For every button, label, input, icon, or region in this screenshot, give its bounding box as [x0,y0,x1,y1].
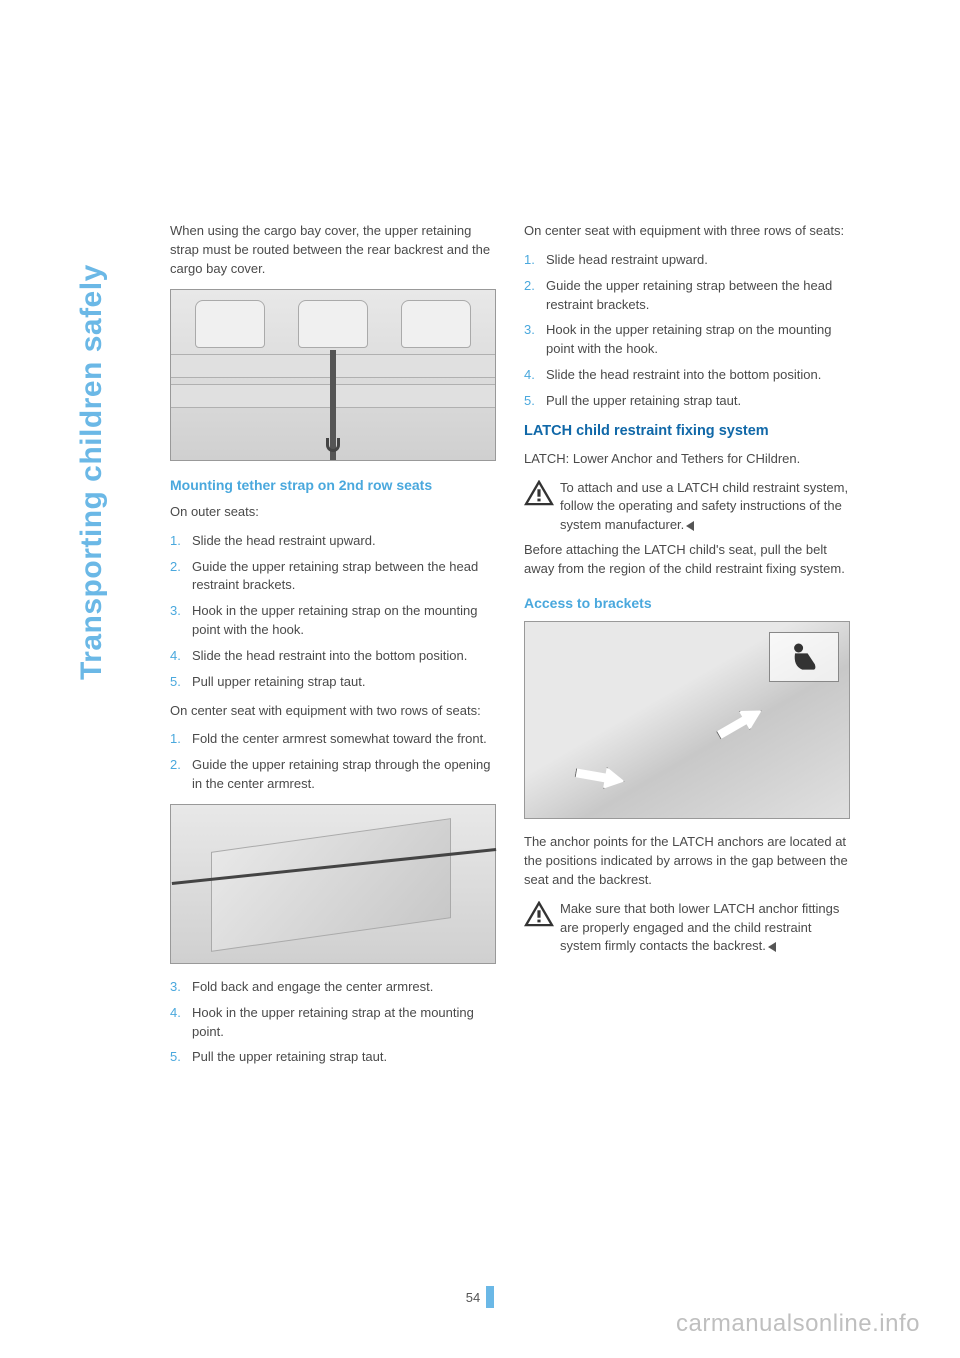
step-text: Pull the upper retaining strap taut. [192,1048,496,1067]
figure-center-armrest [170,804,496,964]
step-number: 5. [170,1048,192,1067]
step-number: 4. [170,1004,192,1042]
warning-block: Make sure that both lower LATCH anchor f… [524,900,850,957]
step-number: 3. [524,321,546,359]
step-text: Fold the center armrest somewhat toward … [192,730,496,749]
watermark: carmanualsonline.info [676,1310,920,1338]
warning-text-content: Make sure that both lower LATCH anchor f… [560,901,839,954]
section-title-vertical: Transporting children safely [75,264,109,680]
center-two-rows-label: On center seat with equipment with two r… [170,702,496,721]
child-seat-badge [769,632,839,682]
figure-latch-anchors [524,621,850,819]
warning-text: Make sure that both lower LATCH anchor f… [560,900,850,957]
headrest-shape [401,300,471,348]
child-seat-icon [786,639,822,675]
list-item: 2.Guide the upper retaining strap betwee… [170,558,496,596]
step-text: Guide the upper retaining strap through … [192,756,496,794]
center-three-rows-label: On center seat with equipment with three… [524,222,850,241]
step-text: Pull upper retaining strap taut. [192,673,496,692]
warning-text: To attach and use a LATCH child restrain… [560,479,850,536]
list-item: 4.Hook in the upper retaining strap at t… [170,1004,496,1042]
list-item: 3.Fold back and engage the center armres… [170,978,496,997]
outer-steps-list: 1.Slide the head restraint upward. 2.Gui… [170,532,496,692]
step-number: 5. [524,392,546,411]
anchor-description: The anchor points for the LATCH anchors … [524,833,850,890]
step-number: 1. [524,251,546,270]
step-number: 1. [170,730,192,749]
step-text: Pull the upper retaining strap taut. [546,392,850,411]
step-number: 4. [524,366,546,385]
list-item: 5.Pull upper retaining strap taut. [170,673,496,692]
step-text: Hook in the upper retaining strap on the… [192,602,496,640]
warning-block: To attach and use a LATCH child restrain… [524,479,850,536]
list-item: 2.Guide the upper retaining strap betwee… [524,277,850,315]
warning-text-content: To attach and use a LATCH child restrain… [560,480,848,533]
warning-icon [524,901,554,927]
center-three-rows-steps: 1.Slide head restraint upward. 2.Guide t… [524,251,850,411]
step-number: 2. [524,277,546,315]
page-number-value: 54 [466,1290,480,1305]
heading-access-brackets: Access to brackets [524,593,850,613]
headrest-shape [298,300,368,348]
page-content: When using the cargo bay cover, the uppe… [170,222,850,1077]
list-item: 4.Slide the head restraint into the bott… [170,647,496,666]
page-number: 54 [466,1286,494,1308]
outer-seats-label: On outer seats: [170,503,496,522]
list-item: 1.Slide head restraint upward. [524,251,850,270]
list-item: 2.Guide the upper retaining strap throug… [170,756,496,794]
latch-definition: LATCH: Lower Anchor and Tethers for CHil… [524,450,850,469]
armrest-shape [211,818,451,952]
step-text: Guide the upper retaining strap between … [192,558,496,596]
step-number: 4. [170,647,192,666]
center-two-rows-steps-a: 1.Fold the center armrest somewhat towar… [170,730,496,794]
step-number: 5. [170,673,192,692]
heading-latch-system: LATCH child restraint fixing system [524,421,850,442]
page-marker-bar [486,1286,494,1308]
step-text: Hook in the upper retaining strap on the… [546,321,850,359]
left-column: When using the cargo bay cover, the uppe… [170,222,496,1077]
step-number: 3. [170,602,192,640]
list-item: 5.Pull the upper retaining strap taut. [524,392,850,411]
right-column: On center seat with equipment with three… [524,222,850,1077]
list-item: 1.Fold the center armrest somewhat towar… [170,730,496,749]
step-text: Slide head restraint upward. [546,251,850,270]
warning-icon [524,480,554,506]
headrest-shape [195,300,265,348]
step-text: Slide the head restraint into the bottom… [546,366,850,385]
page-footer: 54 [0,1286,960,1308]
hook-shape [326,438,340,452]
step-text: Fold back and engage the center armrest. [192,978,496,997]
list-item: 1.Slide the head restraint upward. [170,532,496,551]
step-number: 2. [170,756,192,794]
before-attaching-text: Before attaching the LATCH child's seat,… [524,541,850,579]
list-item: 3.Hook in the upper retaining strap on t… [170,602,496,640]
figure-cargo-bay-strap [170,289,496,461]
step-text: Hook in the upper retaining strap at the… [192,1004,496,1042]
center-two-rows-steps-b: 3.Fold back and engage the center armres… [170,978,496,1067]
step-number: 3. [170,978,192,997]
step-text: Slide the head restraint upward. [192,532,496,551]
step-number: 1. [170,532,192,551]
list-item: 3.Hook in the upper retaining strap on t… [524,321,850,359]
heading-mounting-tether: Mounting tether strap on 2nd row seats [170,475,496,495]
end-marker-icon [686,521,694,531]
step-text: Slide the head restraint into the bottom… [192,647,496,666]
step-text: Guide the upper retaining strap between … [546,277,850,315]
intro-paragraph: When using the cargo bay cover, the uppe… [170,222,496,279]
list-item: 5.Pull the upper retaining strap taut. [170,1048,496,1067]
list-item: 4.Slide the head restraint into the bott… [524,366,850,385]
end-marker-icon [768,942,776,952]
step-number: 2. [170,558,192,596]
